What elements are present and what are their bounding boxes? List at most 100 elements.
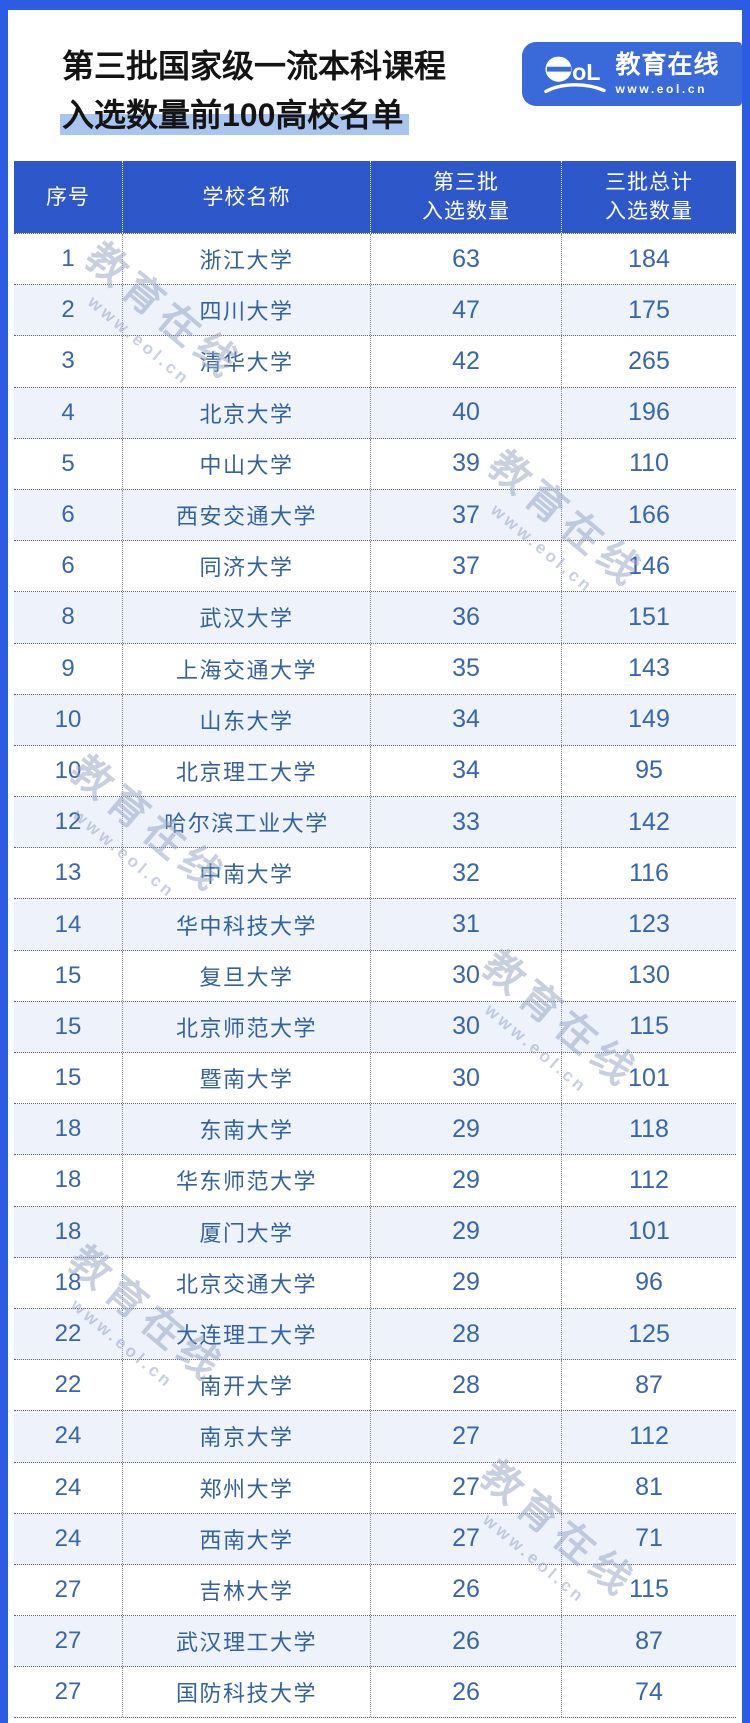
- cell-school-name: 华东师范大学: [123, 1155, 371, 1206]
- cell-rank: 15: [14, 950, 123, 1001]
- header-third-batch-line1: 第三批: [433, 171, 499, 194]
- eol-logo-icon: oL: [544, 56, 607, 94]
- cell-third-batch-count: 27: [371, 1513, 562, 1564]
- table-row: 15 北京师范大学 30 115: [14, 1001, 736, 1053]
- header-total: 三批总计 入选数量: [562, 161, 736, 233]
- cell-school-name: 北京理工大学: [123, 745, 371, 797]
- table-row: 18 东南大学 29 118: [14, 1104, 736, 1156]
- cell-total-count: 184: [628, 244, 670, 273]
- cell-rank: 18: [14, 1257, 123, 1308]
- table-row: 5 中山大学 39 110: [14, 438, 736, 490]
- cell-rank: 6: [14, 541, 123, 592]
- table-row: 13 中南大学 32 116: [14, 848, 736, 900]
- cell-third-batch-count: 33: [371, 797, 562, 848]
- cell-school-name: 浙江大学: [123, 234, 371, 285]
- cell-school-name: 上海交通大学: [123, 643, 371, 694]
- cell-rank: 18: [14, 1155, 123, 1206]
- cell-rank: 24: [14, 1411, 123, 1462]
- eol-logo-brand: 教育在线: [615, 51, 720, 79]
- table-row: 24 南京大学 27 112: [14, 1411, 736, 1463]
- cell-third-batch-count: 29: [371, 1104, 562, 1155]
- page-title-line2: 入选数量前100高校名单: [60, 91, 446, 140]
- cell-school-name: 郑州大学: [123, 1462, 371, 1513]
- cell-school-name: 吉林大学: [123, 1564, 371, 1616]
- cell-total-count: 166: [628, 500, 670, 529]
- page-title: 第三批国家级一流本科课程 入选数量前100高校名单: [60, 42, 446, 140]
- cell-school-name: 大连理工大学: [123, 1308, 371, 1360]
- cell-total-count: 112: [629, 1165, 669, 1194]
- cell-third-batch-count: 28: [371, 1360, 562, 1411]
- cell-total-count: 142: [628, 807, 670, 836]
- cell-school-name: 同济大学: [123, 541, 371, 592]
- cell-total-count: 87: [635, 1370, 663, 1399]
- cell-third-batch-count: 34: [371, 694, 562, 745]
- cell-rank: 27: [14, 1616, 123, 1667]
- table-row: 12 哈尔滨工业大学 33 142: [14, 797, 736, 849]
- ranking-table: 序号 学校名称 第三批 入选数量 三批总计 入选数量 1 浙江大学 63 184 2 四川…: [14, 161, 736, 1719]
- cell-rank: 8: [14, 592, 123, 643]
- cell-school-name: 复旦大学: [123, 950, 371, 1001]
- cell-total-count: 125: [628, 1319, 670, 1348]
- cell-school-name: 暨南大学: [123, 1053, 371, 1104]
- table-row: 1 浙江大学 63 184: [14, 234, 736, 286]
- eol-logo-text: 教育在线 www.eol.cn: [615, 51, 720, 97]
- cell-rank: 12: [14, 797, 123, 848]
- cell-total-count: 74: [635, 1677, 663, 1706]
- cell-third-batch-count: 34: [371, 745, 562, 797]
- cell-school-name: 西南大学: [123, 1513, 371, 1564]
- cell-rank: 3: [14, 336, 123, 387]
- cell-school-name: 北京师范大学: [123, 1001, 371, 1052]
- cell-rank: 27: [14, 1667, 123, 1718]
- table-row: 14 华中科技大学 31 123: [14, 899, 736, 951]
- cell-rank: 2: [14, 285, 123, 336]
- table-row: 3 清华大学 42 265: [14, 336, 736, 388]
- cell-school-name: 哈尔滨工业大学: [123, 797, 371, 848]
- cell-total-count: 196: [628, 398, 670, 427]
- cell-third-batch-count: 30: [371, 1053, 562, 1104]
- cell-total-count: 149: [628, 705, 670, 734]
- table-row: 10 山东大学 34 149: [14, 694, 736, 746]
- eol-logo: oL 教育在线 www.eol.cn: [522, 42, 742, 106]
- cell-school-name: 武汉理工大学: [123, 1616, 371, 1667]
- table-row: 18 厦门大学 29 101: [14, 1206, 736, 1258]
- cell-third-batch-count: 27: [371, 1462, 562, 1513]
- cell-rank: 6: [14, 489, 123, 541]
- cell-rank: 5: [14, 438, 123, 489]
- table-row: 2 四川大学 47 175: [14, 285, 736, 337]
- cell-total-count: 101: [628, 1217, 670, 1246]
- cell-school-name: 中山大学: [123, 438, 371, 489]
- cell-school-name: 北京交通大学: [123, 1257, 371, 1308]
- cell-total-count: 146: [628, 551, 670, 580]
- cell-total-count: 151: [628, 602, 670, 631]
- table-row: 24 郑州大学 27 81: [14, 1462, 736, 1514]
- cell-third-batch-count: 27: [371, 1411, 562, 1462]
- cell-third-batch-count: 30: [371, 950, 562, 1001]
- cell-third-batch-count: 42: [371, 336, 562, 387]
- table-row: 15 暨南大学 30 101: [14, 1053, 736, 1105]
- cell-total-count: 95: [635, 756, 663, 785]
- cell-rank: 15: [14, 1001, 123, 1052]
- cell-total-count: 101: [628, 1063, 670, 1092]
- cell-third-batch-count: 26: [371, 1564, 562, 1616]
- cell-rank: 27: [14, 1564, 123, 1616]
- cell-school-name: 西安交通大学: [123, 489, 371, 541]
- cell-total-count: 116: [629, 858, 669, 887]
- cell-third-batch-count: 29: [371, 1206, 562, 1257]
- table-row: 10 北京理工大学 34 95: [14, 745, 736, 798]
- page-title-highlight: 入选数量前100高校名单: [60, 97, 410, 135]
- cell-school-name: 南开大学: [123, 1360, 371, 1411]
- cell-third-batch-count: 37: [371, 541, 562, 592]
- cell-rank: 18: [14, 1104, 123, 1155]
- cell-third-batch-count: 29: [371, 1257, 562, 1308]
- cell-third-batch-count: 29: [371, 1155, 562, 1206]
- cell-total-count: 265: [628, 346, 670, 375]
- cell-third-batch-count: 31: [371, 899, 562, 950]
- cell-rank: 15: [14, 1053, 123, 1104]
- cell-school-name: 北京大学: [123, 387, 371, 438]
- cell-school-name: 山东大学: [123, 694, 371, 745]
- cell-total-count: 112: [629, 1421, 669, 1450]
- header-third-batch-line2: 入选数量: [422, 200, 510, 223]
- cell-third-batch-count: 63: [371, 234, 562, 285]
- svg-text:oL: oL: [573, 59, 601, 85]
- table-row: 15 复旦大学 30 130: [14, 950, 736, 1002]
